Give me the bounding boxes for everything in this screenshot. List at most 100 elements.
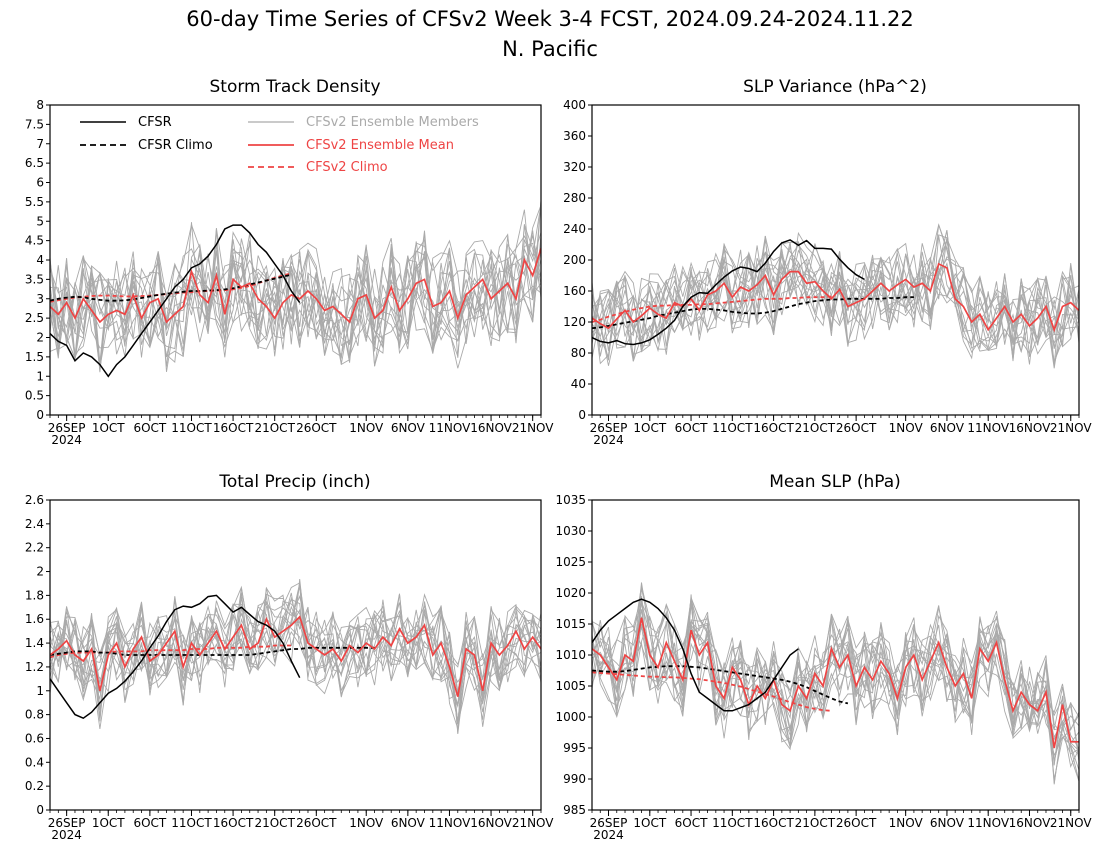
legend-label-members: CFSv2 Ensemble Members xyxy=(306,115,479,130)
x-tick-label: 26SEP xyxy=(48,421,86,435)
y-tick-label: 5.5 xyxy=(25,195,44,209)
x-tick-label: 11NOV xyxy=(967,421,1009,435)
series-cfsr xyxy=(592,239,865,346)
y-tick-label: 1.4 xyxy=(25,636,44,650)
x-tick-label: 1NOV xyxy=(889,421,924,435)
x-tick-label: 6OCT xyxy=(675,421,708,435)
y-tick-label: 3.5 xyxy=(25,272,44,286)
series-ensemble-mean xyxy=(592,262,1079,333)
x-year-label: 2024 xyxy=(593,828,624,842)
y-tick-label: 0.2 xyxy=(25,779,44,793)
panel-storm-track-density: Storm Track Density 0 0.5 1 1.5 2 2.5 3 3.5 4 4.5… xyxy=(25,77,554,447)
plot-area xyxy=(50,578,541,734)
x-tick-label: 1NOV xyxy=(889,816,924,830)
x-tick-label: 6OCT xyxy=(675,816,708,830)
panel-total-precip: Total Precip (inch) 0 0.2 0.4 0.6 0.8 1 1.2 1.4… xyxy=(25,472,554,842)
figure-region: N. Pacific xyxy=(502,37,598,61)
ensemble-member-line xyxy=(592,602,1079,750)
legend: CFSR CFSR Climo CFSv2 Ensemble Members C… xyxy=(80,115,479,175)
y-tick-label: 985 xyxy=(563,803,586,817)
y-tick-label: 3 xyxy=(36,292,44,306)
y-tick-label: 320 xyxy=(563,160,586,174)
x-tick-label: 6OCT xyxy=(133,816,166,830)
x-tick-label: 26OCT xyxy=(296,816,337,830)
x-tick-label: 21NOV xyxy=(1050,421,1092,435)
panel-mean-slp: Mean SLP (hPa) 985 990 995 1000 1005 1010 1015… xyxy=(555,472,1092,842)
y-tick-label: 2.6 xyxy=(25,493,44,507)
x-tick-label: 11NOV xyxy=(429,816,471,830)
y-tick-label: 4.5 xyxy=(25,234,44,248)
y-tick-label: 6.5 xyxy=(25,156,44,170)
y-tick-label: 995 xyxy=(563,741,586,755)
y-tick-label: 240 xyxy=(563,222,586,236)
y-tick-label: 0 xyxy=(36,803,44,817)
x-tick-label: 1OCT xyxy=(633,816,666,830)
series-cfsr xyxy=(592,598,799,712)
panel-slp-variance: SLP Variance (hPa^2) 0 40 80 120 160 200 240 28… xyxy=(563,77,1092,447)
x-tick-label: 16OCT xyxy=(213,816,254,830)
panel-title: Total Precip (inch) xyxy=(218,472,370,492)
legend-label-ens-mean: CFSv2 Ensemble Mean xyxy=(306,138,454,153)
y-tick-label: 5 xyxy=(36,214,44,228)
x-tick-label: 21OCT xyxy=(795,421,836,435)
ensemble-member-line xyxy=(592,598,1079,745)
x-tick-label: 1OCT xyxy=(633,421,666,435)
y-tick-label: 120 xyxy=(563,315,586,329)
y-tick-label: 990 xyxy=(563,772,586,786)
plot-frame xyxy=(49,499,542,811)
x-tick-label: 26SEP xyxy=(48,816,86,830)
ensemble-member-line xyxy=(592,245,1079,362)
x-tick-label: 16OCT xyxy=(213,421,254,435)
x-tick-label: 26OCT xyxy=(296,421,337,435)
ensemble-member-line xyxy=(592,235,1079,359)
legend-label-cfsv2-climo: CFSv2 Climo xyxy=(306,160,388,175)
ensemble-member-line xyxy=(50,578,541,705)
figure-title: 60-day Time Series of CFSv2 Week 3-4 FCS… xyxy=(186,7,914,31)
x-year-label: 2024 xyxy=(51,828,82,842)
x-year-label: 2024 xyxy=(593,433,624,447)
ensemble-member-line xyxy=(50,599,541,722)
y-tick-label: 1.5 xyxy=(25,350,44,364)
panel-title: Mean SLP (hPa) xyxy=(769,472,901,492)
x-tick-label: 11OCT xyxy=(171,421,212,435)
ensemble-member-line xyxy=(50,242,541,368)
x-tick-label: 6NOV xyxy=(930,816,965,830)
x-tick-label: 11OCT xyxy=(712,421,753,435)
series-cfsr xyxy=(50,594,301,720)
y-tick-label: 1.2 xyxy=(25,660,44,674)
x-tick-label: 6NOV xyxy=(930,421,965,435)
y-tick-label: 1030 xyxy=(555,524,586,538)
x-tick-label: 16NOV xyxy=(1009,421,1051,435)
x-tick-label: 1NOV xyxy=(349,816,384,830)
x-tick-label: 26SEP xyxy=(590,421,628,435)
x-tick-label: 6OCT xyxy=(133,421,166,435)
x-tick-label: 21NOV xyxy=(512,816,554,830)
series-ensemble-mean xyxy=(50,615,541,697)
ensemble-member-line xyxy=(592,604,1079,741)
y-tick-label: 0.8 xyxy=(25,708,44,722)
series-cfsr-climo xyxy=(50,646,375,656)
y-tick-label: 0.5 xyxy=(25,389,44,403)
y-tick-label: 7.5 xyxy=(25,117,44,131)
x-tick-label: 26OCT xyxy=(836,816,877,830)
series-cfsr-climo xyxy=(592,665,849,705)
x-tick-label: 21OCT xyxy=(254,816,295,830)
x-tick-label: 21OCT xyxy=(795,816,836,830)
series-cfsv2-climo xyxy=(50,644,292,659)
x-tick-label: 26SEP xyxy=(590,816,628,830)
y-tick-label: 400 xyxy=(563,98,586,112)
x-tick-label: 21OCT xyxy=(254,421,295,435)
ensemble-member-line xyxy=(50,203,541,373)
x-tick-label: 1NOV xyxy=(349,421,384,435)
plot-area xyxy=(592,223,1079,369)
series-ensemble-mean xyxy=(592,617,1079,749)
y-tick-label: 1 xyxy=(36,369,44,383)
x-tick-label: 16NOV xyxy=(470,421,512,435)
y-tick-label: 2 xyxy=(36,565,44,579)
ensemble-member-line xyxy=(592,235,1079,364)
panel-title: SLP Variance (hPa^2) xyxy=(743,77,927,97)
y-tick-label: 1015 xyxy=(555,617,586,631)
y-tick-label: 1 xyxy=(36,684,44,698)
y-tick-label: 4 xyxy=(36,253,44,267)
